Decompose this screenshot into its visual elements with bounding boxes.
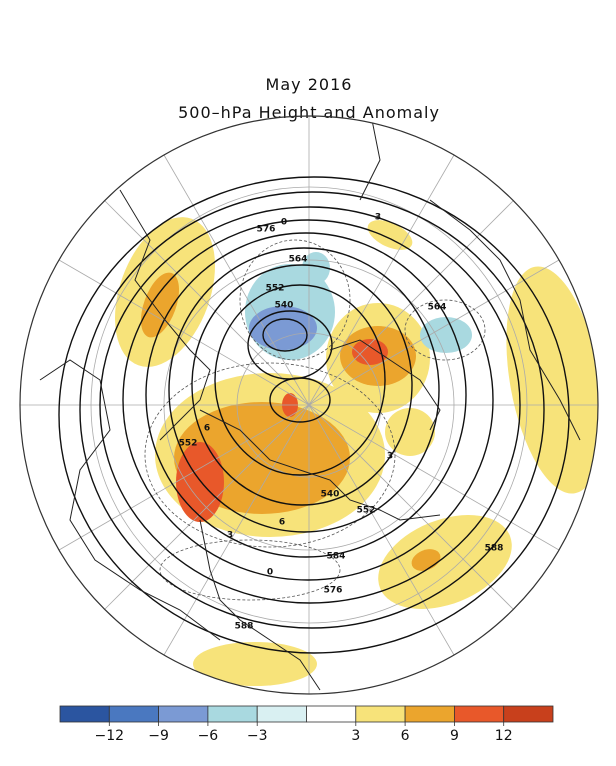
contour-label: 552 [179,439,198,449]
contour-label: 588 [235,622,254,632]
contour-label: 3 [227,531,233,541]
colorbar-box [355,705,406,723]
colorbar-label: 9 [450,728,459,744]
contour-label: 552 [266,284,285,294]
colorbar-box [306,705,357,723]
contour-labels: 576 564 552 540 564 552 540 552 584 576 … [179,213,504,632]
contour-label: 0 [267,568,273,578]
colorbar: −12 −9 −6 −3 3 6 9 12 [59,705,554,744]
map-border [19,115,599,695]
colorbar-label: 6 [401,728,410,744]
anomaly-shading [115,217,598,686]
contour-label: 3 [375,213,381,223]
colorbar-box [453,705,505,723]
anomaly-contours [144,239,486,601]
contour-label: 540 [275,301,294,311]
contour-label: 6 [204,424,210,434]
colorbar-box [207,705,258,723]
colorbar-box [256,705,307,723]
height-contours [58,176,570,654]
graticule [20,116,598,694]
contour-label: 564 [289,255,308,265]
coastlines [39,116,581,691]
colorbar-label: −3 [247,728,268,744]
colorbar-label: −6 [198,728,219,744]
map-body: 576 564 552 540 564 552 540 552 584 576 … [20,116,598,694]
contour-label: 3 [387,452,393,462]
colorbar-label: 12 [495,728,513,744]
colorbar-label: −9 [148,728,169,744]
subtitle: 500–hPa Height and Anomaly [178,103,440,122]
colorbar-box [503,705,554,723]
contour-label: 588 [485,544,504,554]
colorbar-box [59,705,110,723]
contour-label: 584 [327,552,346,562]
contour-label: 0 [281,218,287,228]
contour-label: 564 [428,303,447,313]
colorbar-label: 3 [351,728,360,744]
colorbar-box [108,705,160,723]
colorbar-label: −12 [95,728,125,744]
colorbar-box [404,705,455,723]
contour-label: 576 [324,586,343,596]
colorbar-box [158,705,209,723]
contour-label: 552 [357,506,376,516]
contour-label: 576 [257,225,276,235]
title: May 2016 [266,75,353,94]
contour-label: 6 [279,518,285,528]
contour-label: 540 [321,490,340,500]
